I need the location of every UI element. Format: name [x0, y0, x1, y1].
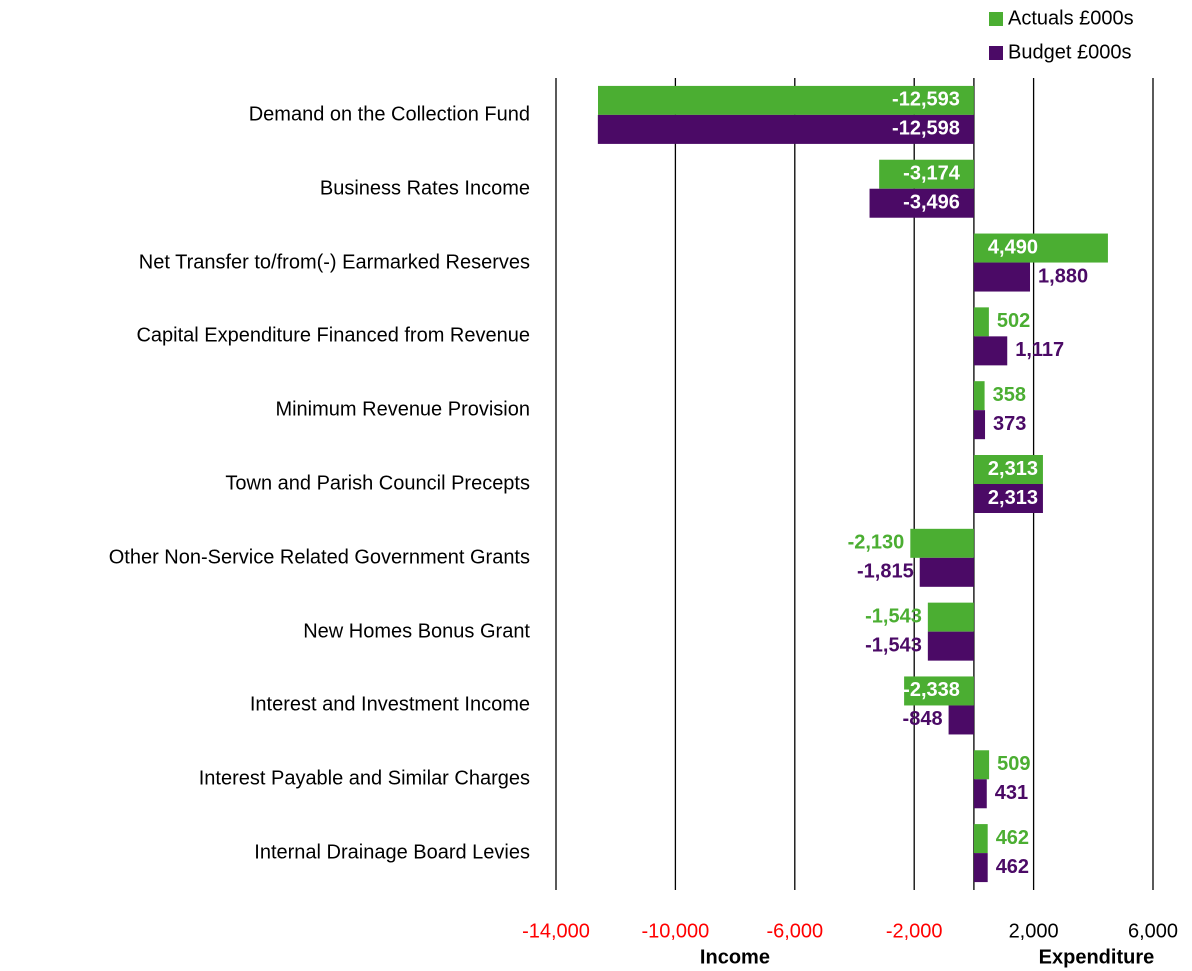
data-label: 462 — [996, 856, 1029, 878]
data-label: -3,496 — [903, 192, 960, 214]
x-tick-label: 6,000 — [1128, 920, 1178, 942]
category-label: Other Non-Service Related Government Gra… — [108, 546, 530, 569]
x-tick-label: -6,000 — [766, 920, 823, 942]
data-label: 1,880 — [1038, 265, 1088, 287]
data-label: 462 — [996, 827, 1029, 849]
x-axis-label: Income — [700, 946, 770, 968]
bar — [973, 779, 987, 809]
category-label: Business Rates Income — [319, 177, 530, 200]
bar — [973, 233, 1108, 263]
bar — [973, 455, 1043, 484]
bar — [879, 159, 974, 189]
category-label: Minimum Revenue Provision — [275, 398, 530, 421]
bar — [973, 824, 988, 854]
x-axis-label: Expenditure — [1039, 946, 1155, 968]
data-label: 2,313 — [988, 458, 1038, 480]
legend-swatch — [989, 12, 1003, 26]
data-label: 509 — [997, 753, 1030, 775]
bar — [973, 381, 985, 411]
bar — [948, 705, 974, 735]
category-label: Interest and Investment Income — [249, 693, 530, 716]
data-label: -1,543 — [865, 605, 922, 627]
bar — [973, 262, 1031, 292]
x-tick-label: 2,000 — [1009, 920, 1059, 942]
bar — [869, 188, 974, 218]
data-label: -848 — [903, 708, 943, 730]
bar — [973, 336, 1008, 366]
bar — [973, 750, 990, 780]
category-label: Net Transfer to/from(-) Earmarked Reserv… — [138, 251, 530, 274]
legend-swatch — [989, 46, 1003, 60]
x-tick-label: -2,000 — [886, 920, 943, 942]
bar — [597, 85, 974, 115]
bar — [973, 307, 989, 337]
data-label: -3,174 — [903, 163, 961, 185]
data-label: 358 — [993, 384, 1026, 406]
bar — [973, 484, 1043, 513]
bar — [927, 602, 974, 632]
bar — [910, 528, 974, 558]
bar — [927, 631, 974, 661]
data-label: -12,593 — [892, 89, 960, 111]
category-label: Internal Drainage Board Levies — [254, 841, 530, 864]
bar — [973, 853, 988, 883]
category-label: Capital Expenditure Financed from Revenu… — [136, 324, 530, 347]
data-label: -2,130 — [848, 532, 905, 554]
data-label: -1,543 — [865, 634, 922, 656]
bar — [904, 676, 974, 706]
data-label: 502 — [997, 310, 1030, 332]
category-label: Demand on the Collection Fund — [248, 103, 530, 126]
x-tick-label: -10,000 — [641, 920, 709, 942]
legend-label: Budget £000s — [1008, 41, 1131, 63]
data-label: -12,598 — [892, 118, 960, 140]
bar — [919, 557, 974, 587]
category-label: Interest Payable and Similar Charges — [198, 767, 530, 790]
data-label: -1,815 — [857, 561, 914, 583]
data-label: 431 — [995, 782, 1028, 804]
data-label: 2,313 — [988, 487, 1038, 509]
x-tick-label: -14,000 — [522, 920, 590, 942]
bar — [597, 114, 974, 144]
data-label: 4,490 — [988, 236, 1038, 258]
data-label: 373 — [993, 413, 1026, 435]
data-label: 1,117 — [1015, 339, 1064, 361]
legend-label: Actuals £000s — [1008, 7, 1134, 29]
category-label: Town and Parish Council Precepts — [225, 472, 530, 495]
bar — [973, 410, 986, 440]
category-label: New Homes Bonus Grant — [303, 620, 530, 643]
data-label: -2,338 — [903, 679, 960, 701]
